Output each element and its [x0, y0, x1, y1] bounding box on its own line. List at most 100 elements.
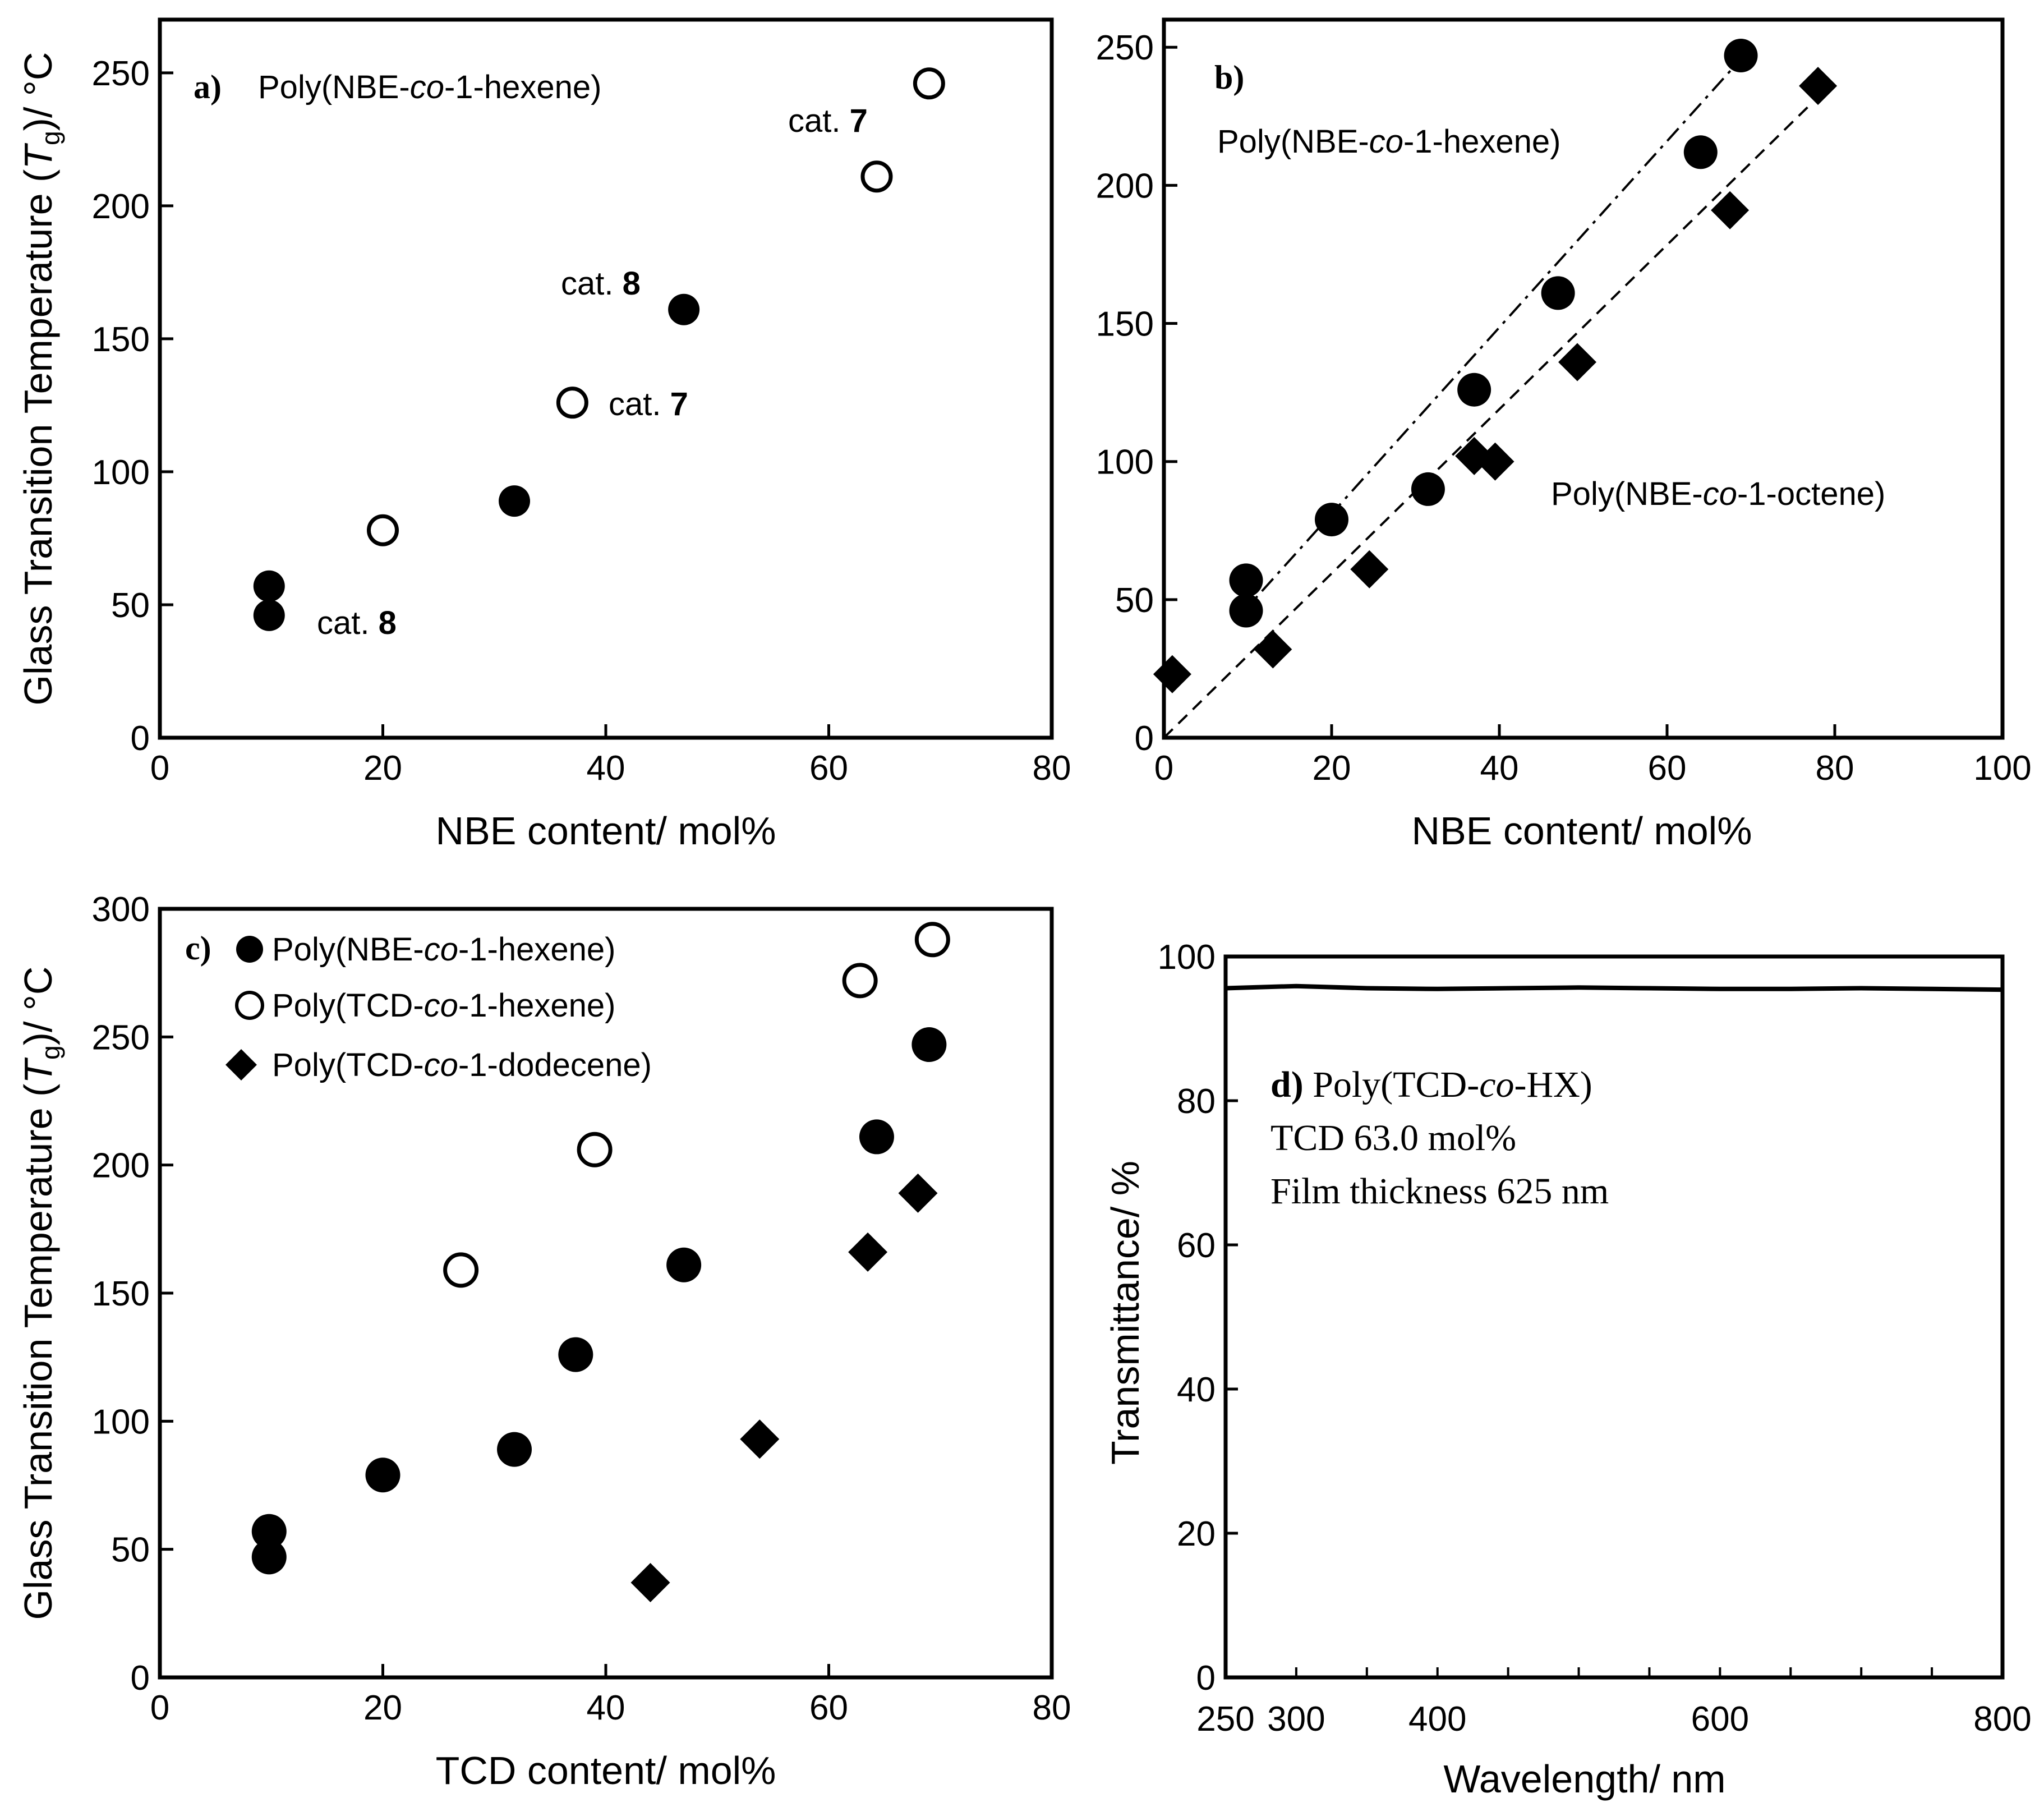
panel-c-frame — [158, 907, 1054, 1680]
data-point — [577, 1132, 613, 1167]
data-point — [558, 1337, 593, 1372]
panel-b-x-title: NBE content/ mol% — [1412, 809, 1752, 853]
y-tick-label: 200 — [92, 187, 150, 226]
x-tick-label: 300 — [1267, 1700, 1325, 1739]
x-tick-label: 60 — [809, 749, 848, 788]
x-tick-label: 400 — [1408, 1700, 1466, 1739]
y-tick-label: 100 — [92, 453, 150, 492]
y-tick-label: 40 — [1177, 1371, 1216, 1409]
panel-d-info: d) Poly(TCD-co-HX) TCD 63.0 mol% Film th… — [1270, 1064, 1609, 1212]
panel-c-y-axis: 0 50 100 150 200 250 300 — [92, 890, 173, 1698]
data-point — [898, 1173, 938, 1213]
data-point — [251, 1514, 287, 1549]
panel-b-frame — [1162, 17, 2005, 740]
x-tick-label: 60 — [809, 1689, 848, 1727]
data-point — [1558, 343, 1597, 381]
panel-d-x-title: Wavelength/ nm — [1443, 1757, 1725, 1801]
data-point — [630, 1563, 670, 1603]
x-tick-label: 80 — [1033, 749, 1071, 788]
y-tick-label: 250 — [1096, 29, 1154, 67]
panel-d-plot-area — [1225, 983, 2003, 992]
data-point — [1457, 373, 1491, 407]
x-tick-label: 600 — [1691, 1700, 1749, 1739]
panel-d-frame — [1223, 954, 2005, 1680]
data-point — [1541, 276, 1575, 310]
y-tick-label: 20 — [1177, 1515, 1216, 1553]
data-point — [1711, 191, 1750, 229]
panel-d-info-line1: d) Poly(TCD-co-HX) — [1270, 1064, 1592, 1105]
data-point — [860, 160, 893, 193]
data-point — [1411, 472, 1445, 506]
panel-c-y-title: Glass Transition Temperature (Tg)/ °C — [16, 967, 65, 1620]
data-point — [253, 599, 285, 631]
x-tick-label: 250 — [1196, 1700, 1254, 1739]
panel-a-title: Poly(NBE-co-1-hexene) — [258, 69, 601, 105]
panel-b-label: b) — [1214, 59, 1244, 96]
panel-d: 0 20 40 60 80 100 250 300 400 600 800 d) Poly(TCD… — [1103, 938, 2032, 1801]
data-point — [1683, 135, 1718, 169]
data-point — [740, 1419, 780, 1459]
y-tick-label: 250 — [92, 54, 150, 93]
annotation-cat7-lower: cat. 7 — [609, 386, 688, 422]
y-tick-label: 0 — [1196, 1659, 1216, 1698]
panel-a-x-axis: 0 20 40 60 80 — [150, 724, 1071, 788]
data-point — [251, 1539, 287, 1575]
panel-b-x-axis: 0 20 40 60 80 100 — [1154, 724, 2032, 788]
y-tick-label: 250 — [92, 1018, 150, 1057]
legend-marker-nbe-hexene — [236, 936, 263, 963]
x-tick-label: 0 — [150, 749, 169, 788]
y-tick-label: 150 — [1096, 305, 1154, 344]
panel-d-info-line2: TCD 63.0 mol% — [1270, 1118, 1516, 1158]
x-tick-label: 0 — [1154, 749, 1173, 788]
annotation-cat8-lower: cat. 8 — [317, 605, 397, 641]
panel-a-plot-area — [253, 67, 945, 631]
x-tick-label: 20 — [363, 1689, 402, 1727]
x-tick-label: 800 — [1973, 1700, 2031, 1739]
panel-a-y-title: Glass Transition Temperature (Tg)/ °C — [16, 52, 65, 706]
data-point — [367, 514, 399, 546]
x-tick-label: 60 — [1648, 749, 1687, 788]
panel-c-x-axis: 0 20 40 60 80 — [150, 1664, 1071, 1727]
panel-c-label: c) — [185, 930, 211, 967]
panel-c-legend: Poly(NBE-co-1-hexene) Poly(TCD-co-1-hexe… — [225, 931, 652, 1083]
y-tick-label: 100 — [92, 1403, 150, 1441]
data-point — [1315, 503, 1348, 537]
transmittance-line — [1225, 983, 2003, 992]
legend-marker-tcd-dodecene — [225, 1049, 257, 1080]
panel-b-fit-lines — [1163, 66, 1811, 739]
y-tick-label: 150 — [92, 320, 150, 359]
panel-b-legend-hexene: Poly(NBE-co-1-hexene) — [1217, 123, 1560, 160]
panel-d-x-axis: 250 300 400 600 800 — [1196, 1667, 2032, 1739]
legend-label-nbe-hexene: Poly(NBE-co-1-hexene) — [272, 931, 615, 968]
y-tick-label: 150 — [92, 1275, 150, 1313]
panel-d-y-axis: 0 20 40 60 80 100 — [1158, 938, 1238, 1698]
panel-a-x-title: NBE content/ mol% — [436, 809, 776, 853]
x-tick-label: 0 — [150, 1689, 169, 1727]
y-tick-label: 0 — [1135, 719, 1154, 758]
panel-a-label: a) — [194, 68, 222, 105]
data-point — [842, 963, 878, 999]
panel-b-plot-area — [1153, 39, 1838, 693]
y-tick-label: 0 — [131, 1659, 150, 1698]
data-point — [914, 922, 950, 958]
panel-a-frame — [158, 17, 1054, 740]
y-tick-label: 300 — [92, 890, 150, 929]
x-tick-label: 40 — [587, 749, 625, 788]
x-tick-label: 80 — [1033, 1689, 1071, 1727]
annotation-cat7-upper: cat. 7 — [788, 103, 868, 139]
legend-marker-tcd-hexene — [235, 991, 264, 1020]
x-tick-label: 20 — [1313, 749, 1351, 788]
y-tick-label: 60 — [1177, 1226, 1216, 1265]
x-tick-label: 80 — [1816, 749, 1854, 788]
annotation-cat8-upper: cat. 8 — [561, 265, 641, 302]
panel-c-plot-area — [251, 922, 950, 1603]
y-tick-label: 100 — [1096, 443, 1154, 482]
data-point — [1476, 442, 1514, 481]
x-tick-label: 20 — [363, 749, 402, 788]
data-point — [911, 1027, 947, 1063]
data-point — [848, 1232, 888, 1272]
y-tick-label: 50 — [111, 1531, 150, 1570]
legend-label-tcd-dodecene: Poly(TCD-co-1-dodecene) — [272, 1047, 652, 1083]
fit-line — [1239, 66, 1735, 617]
data-point — [859, 1119, 894, 1155]
